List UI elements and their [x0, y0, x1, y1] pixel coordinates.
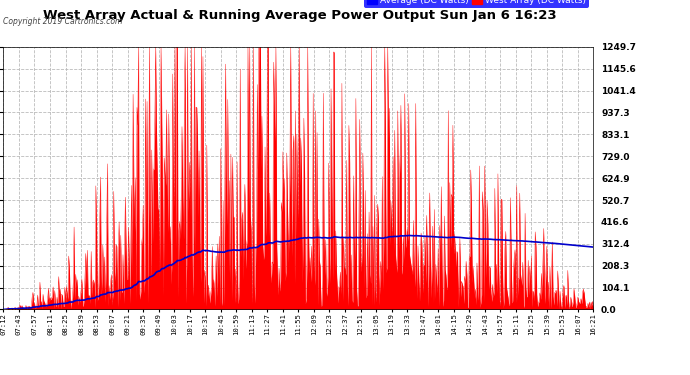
Legend: Average (DC Watts), West Array (DC Watts): Average (DC Watts), West Array (DC Watts…	[364, 0, 589, 8]
Text: Copyright 2019 Cartronics.com: Copyright 2019 Cartronics.com	[3, 17, 123, 26]
Text: West Array Actual & Running Average Power Output Sun Jan 6 16:23: West Array Actual & Running Average Powe…	[43, 9, 557, 22]
